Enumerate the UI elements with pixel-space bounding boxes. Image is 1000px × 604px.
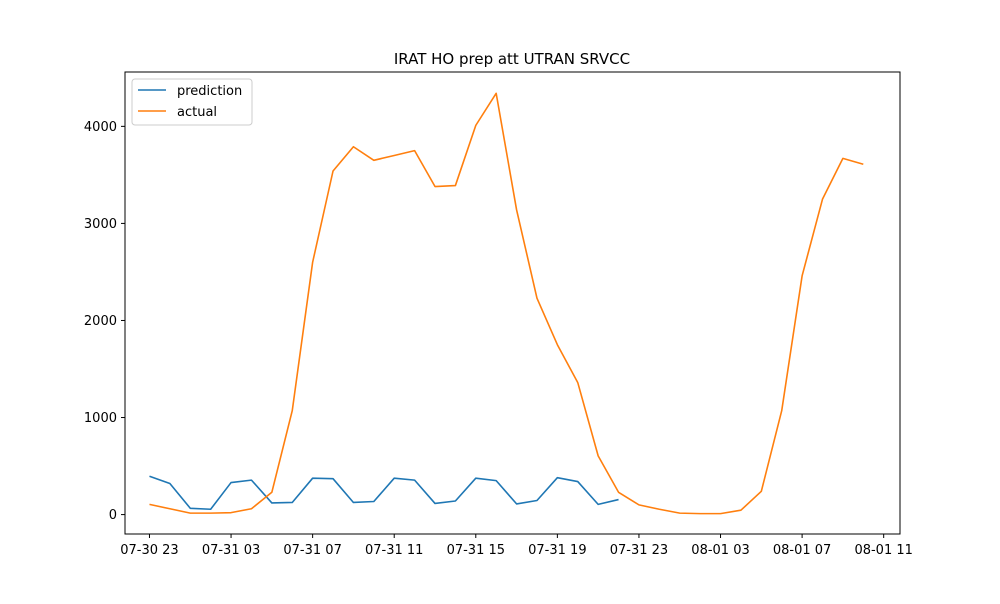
x-tick-label: 07-30 23 bbox=[120, 543, 178, 558]
y-axis-ticks: 0 1000 2000 3000 4000 bbox=[84, 120, 125, 523]
x-tick-label: 07-31 19 bbox=[528, 543, 586, 558]
series-line-prediction bbox=[149, 475, 619, 511]
x-axis-ticks: 07-30 23 07-31 03 07-31 07 07-31 11 07-31 15… bbox=[120, 534, 913, 558]
y-tick-label: 0 bbox=[109, 508, 117, 523]
legend-label-prediction: prediction bbox=[177, 84, 242, 99]
plot-area-frame bbox=[124, 71, 901, 535]
x-tick-label: 08-01 03 bbox=[691, 543, 749, 558]
series-line-actual bbox=[149, 92, 864, 515]
series-layer bbox=[149, 92, 864, 515]
x-tick-label: 07-31 15 bbox=[447, 543, 505, 558]
x-tick-label: 07-31 03 bbox=[202, 543, 260, 558]
x-tick-label: 07-31 07 bbox=[283, 543, 341, 558]
x-tick-label: 08-01 11 bbox=[854, 543, 912, 558]
x-tick-label: 07-31 23 bbox=[610, 543, 668, 558]
y-tick-label: 1000 bbox=[84, 411, 117, 426]
legend-label-actual: actual bbox=[177, 105, 217, 120]
y-tick-label: 4000 bbox=[84, 120, 117, 135]
x-tick-label: 08-01 07 bbox=[773, 543, 831, 558]
chart-title: IRAT HO prep att UTRAN SRVCC bbox=[394, 50, 630, 68]
y-tick-label: 2000 bbox=[84, 314, 117, 329]
chart-legend: prediction actual bbox=[131, 78, 253, 126]
x-tick-label: 07-31 11 bbox=[365, 543, 423, 558]
y-tick-label: 3000 bbox=[84, 217, 117, 232]
